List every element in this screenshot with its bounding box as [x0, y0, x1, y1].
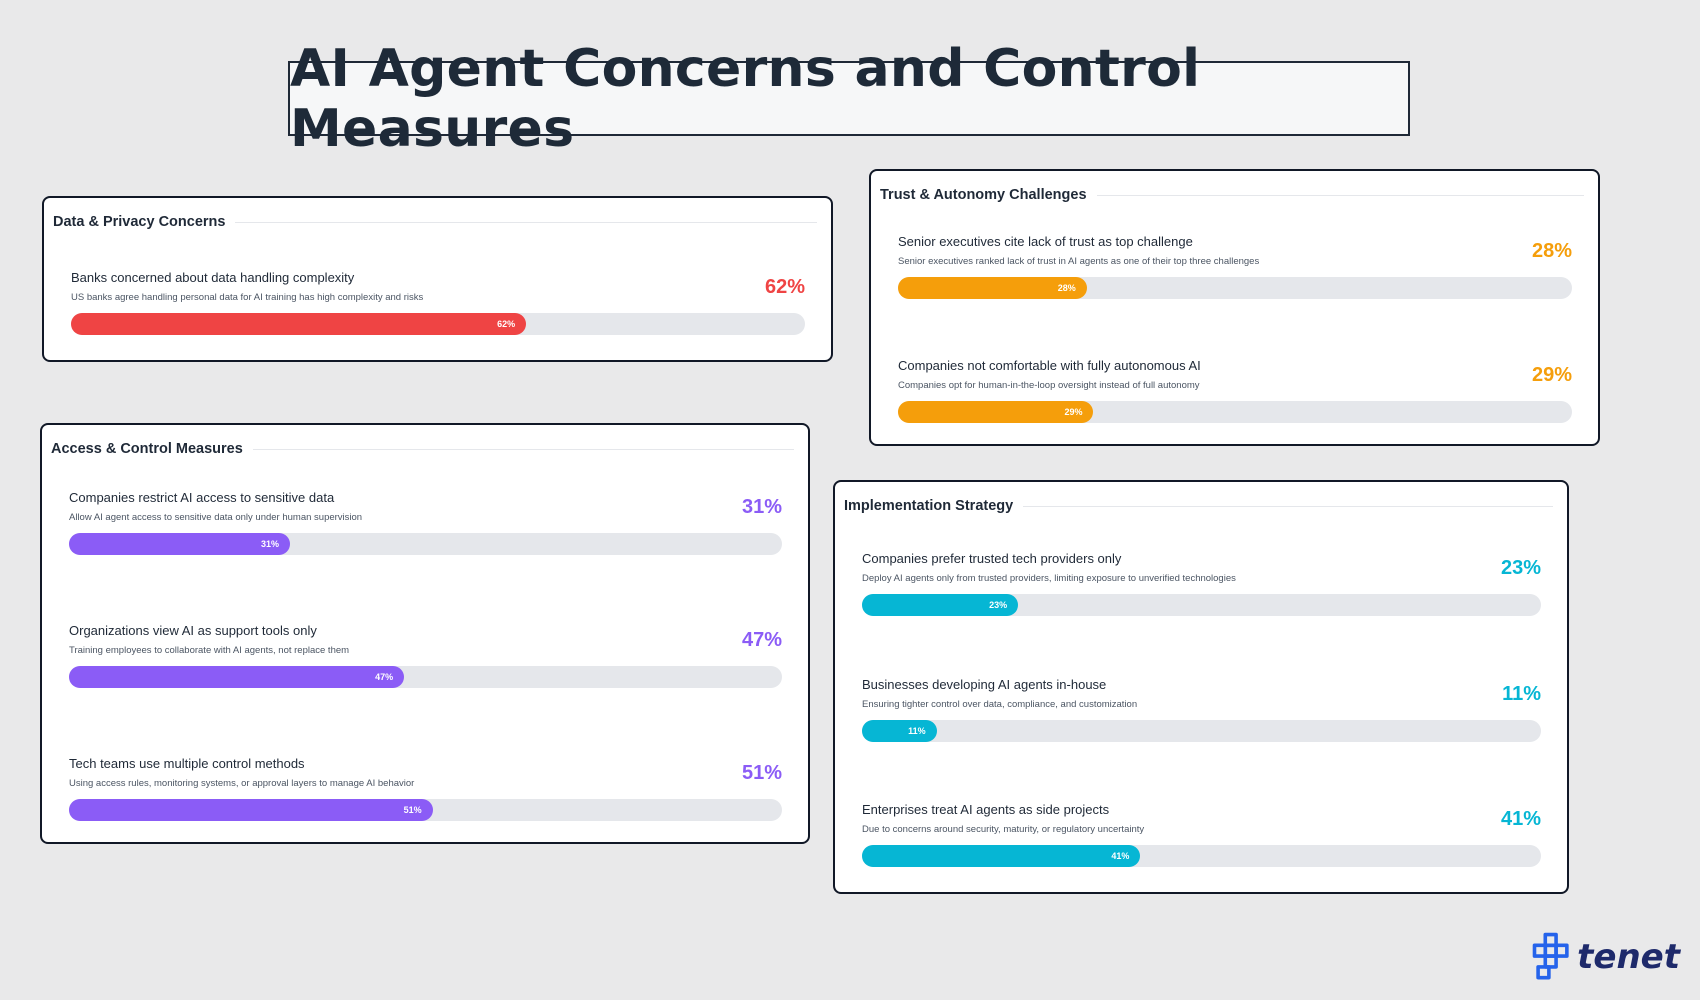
metric-description: Due to concerns around security, maturit… — [862, 824, 1145, 835]
metric-label: Tech teams use multiple control methods — [69, 756, 305, 771]
metric: Tech teams use multiple control methods … — [69, 756, 782, 840]
metric-description: Training employees to collaborate with A… — [69, 645, 350, 656]
metric-value: 28% — [1531, 240, 1572, 262]
card-title: Implementation Strategy — [844, 498, 1014, 514]
metric-value: 23% — [1500, 557, 1541, 579]
title-banner: AI Agent Concerns and Control Measures — [288, 39, 1410, 159]
divider — [1023, 505, 1553, 507]
progress-track: 11% — [862, 720, 1541, 742]
bar-label: 11% — [908, 726, 926, 736]
metric: Senior executives cite lack of trust as … — [898, 234, 1572, 318]
card-title: Access & Control Measures — [51, 441, 243, 457]
card-trust-autonomy: Trust & Autonomy Challenges Senior execu… — [869, 169, 1600, 446]
metric-value: 11% — [1502, 683, 1541, 705]
divider — [235, 221, 817, 223]
progress-bar: 47% — [69, 666, 405, 688]
metric-label: Companies restrict AI access to sensitiv… — [69, 490, 335, 505]
bar-label: 31% — [261, 539, 280, 549]
progress-track: 31% — [69, 533, 782, 555]
divider — [252, 448, 794, 450]
metric-description: Senior executives ranked lack of trust i… — [898, 256, 1260, 267]
metric-value: 47% — [741, 629, 782, 651]
progress-track: 41% — [862, 845, 1541, 867]
metric-value: 51% — [741, 762, 782, 784]
metric-value: 41% — [1500, 808, 1541, 830]
metric-label: Banks concerned about data handling comp… — [71, 270, 355, 285]
metric: Companies prefer trusted tech providers … — [862, 551, 1541, 635]
card-access-control: Access & Control Measures Companies rest… — [40, 423, 810, 844]
progress-bar: 23% — [862, 594, 1019, 616]
metric: Enterprises treat AI agents as side proj… — [862, 802, 1541, 886]
card-title: Data & Privacy Concerns — [53, 214, 226, 230]
bar-label: 41% — [1111, 851, 1130, 861]
progress-track: 51% — [69, 799, 782, 821]
bar-label: 23% — [989, 600, 1008, 610]
progress-bar: 29% — [898, 401, 1094, 423]
progress-bar: 62% — [71, 313, 527, 335]
progress-bar: 41% — [862, 845, 1141, 867]
tenet-logo-icon — [1532, 932, 1569, 980]
page-title: AI Agent Concerns and Control Measures — [290, 38, 1201, 159]
progress-track: 29% — [898, 401, 1572, 423]
progress-track: 23% — [862, 594, 1541, 616]
metric-description: Deploy AI agents only from trusted provi… — [862, 573, 1236, 584]
metric: Businesses developing AI agents in-house… — [862, 677, 1541, 761]
divider — [1096, 194, 1584, 196]
bar-label: 47% — [375, 672, 394, 682]
metric-description: US banks agree handling personal data fo… — [71, 292, 424, 303]
card-implementation-strategy: Implementation Strategy Companies prefer… — [833, 480, 1569, 894]
metric-label: Senior executives cite lack of trust as … — [898, 234, 1193, 249]
bar-label: 28% — [1057, 283, 1076, 293]
metric: Organizations view AI as support tools o… — [69, 623, 782, 707]
tenet-logo: tenet — [1530, 927, 1680, 987]
progress-bar: 31% — [69, 533, 291, 555]
progress-bar: 11% — [862, 720, 937, 742]
progress-bar: 51% — [69, 799, 433, 821]
logo-wordmark: tenet — [1577, 937, 1680, 977]
metric-label: Companies prefer trusted tech providers … — [862, 551, 1122, 566]
metric-label: Organizations view AI as support tools o… — [69, 623, 317, 638]
card-title: Trust & Autonomy Challenges — [880, 187, 1087, 203]
metric-value: 62% — [764, 276, 805, 298]
metric-description: Allow AI agent access to sensitive data … — [69, 512, 363, 523]
metric-value: 29% — [1531, 364, 1572, 386]
metric: Banks concerned about data handling comp… — [71, 270, 805, 354]
bar-label: 51% — [403, 805, 422, 815]
metric-description: Ensuring tighter control over data, comp… — [862, 699, 1138, 710]
metric-description: Companies opt for human-in-the-loop over… — [898, 380, 1200, 391]
progress-bar: 28% — [898, 277, 1087, 299]
bar-label: 29% — [1064, 407, 1083, 417]
metric: Companies not comfortable with fully aut… — [898, 358, 1572, 442]
metric-label: Companies not comfortable with fully aut… — [898, 358, 1201, 373]
metric: Companies restrict AI access to sensitiv… — [69, 490, 782, 574]
bar-label: 62% — [497, 319, 516, 329]
metric-value: 31% — [741, 496, 782, 518]
progress-track: 62% — [71, 313, 805, 335]
metric-description: Using access rules, monitoring systems, … — [69, 778, 415, 789]
card-data-privacy: Data & Privacy Concerns Banks concerned … — [42, 196, 833, 362]
metric-label: Enterprises treat AI agents as side proj… — [862, 802, 1110, 817]
progress-track: 28% — [898, 277, 1572, 299]
metric-label: Businesses developing AI agents in-house — [862, 677, 1107, 692]
progress-track: 47% — [69, 666, 782, 688]
